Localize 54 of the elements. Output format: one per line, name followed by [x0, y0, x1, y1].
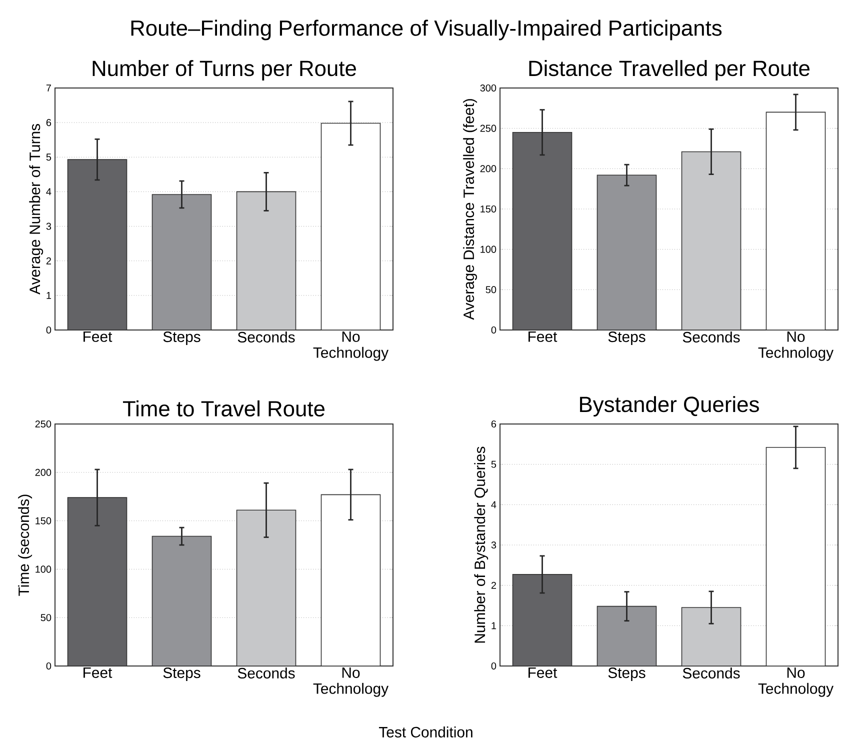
x-tick-label: Seconds [682, 668, 740, 678]
y-tick-label: 2 [491, 582, 496, 589]
x-tick-label: No Technology [313, 668, 389, 697]
y-tick-label: 50 [40, 614, 52, 622]
x-tick-label: Steps [163, 332, 200, 346]
y-tick-label: 200 [480, 165, 496, 172]
y-tick-label: 7 [46, 84, 51, 92]
x-tick-label: Steps [608, 668, 646, 682]
y-tick-label: 150 [36, 517, 52, 524]
chart-title: Time to Travel Route [122, 400, 325, 417]
y-tick-label: 3 [46, 222, 52, 230]
x-tick-label: Feet [84, 332, 112, 342]
y-axis-title: Number of Bystander Queries [474, 446, 488, 643]
y-tick-label: 250 [35, 420, 52, 428]
x-tick-label: Steps [608, 332, 646, 346]
y-tick-label: 50 [486, 286, 496, 294]
y-tick-label: 2 [46, 257, 51, 264]
y-tick-label: 1 [492, 622, 496, 630]
y-tick-label: 0 [491, 326, 496, 334]
y-tick-label: 1 [46, 292, 51, 299]
x-tick-label: Feet [84, 668, 112, 678]
y-tick-label: 0 [46, 326, 52, 334]
x-tick-label: Seconds [238, 668, 295, 678]
y-tick-label: 100 [36, 566, 52, 573]
text: Test Condition [378, 726, 472, 738]
y-tick-label: 100 [480, 246, 496, 253]
text: Route–Finding Performance of Visually-Impaired Participants [131, 20, 722, 40]
y-tick-label: 6 [46, 119, 52, 126]
x-tick-label: Seconds [682, 332, 740, 342]
chart-title: Distance Travelled per Route [529, 60, 810, 80]
y-tick-label: 6 [491, 420, 496, 428]
x-tick-label: Feet [528, 668, 558, 678]
y-tick-label: 0 [491, 662, 496, 670]
y-tick-label: 3 [491, 541, 496, 549]
x-tick-label: No Technology [758, 668, 834, 697]
y-tick-label: 0 [46, 662, 52, 670]
y-tick-label: 250 [480, 124, 496, 132]
x-tick-label: No Technology [313, 332, 389, 361]
x-tick-label: No Technology [758, 332, 834, 361]
y-tick-label: 4 [46, 188, 52, 196]
chart-title: Bystander Queries [580, 396, 759, 417]
y-tick-label: 4 [491, 501, 496, 508]
y-axis-title: Average Number of Turns [29, 124, 44, 295]
y-tick-label: 5 [46, 154, 52, 161]
y-axis-title: Time (seconds) [18, 494, 32, 596]
y-tick-label: 200 [35, 468, 52, 476]
y-axis-title: Average Distance Travelled (feet) [463, 99, 478, 320]
chart-title: Number of Turns per Route [92, 60, 356, 80]
y-tick-label: 150 [480, 205, 496, 213]
x-tick-label: Steps [163, 668, 200, 682]
x-tick-label: Feet [528, 332, 558, 342]
y-tick-label: 300 [480, 84, 496, 92]
x-tick-label: Seconds [238, 332, 295, 342]
y-tick-label: 5 [491, 460, 496, 468]
